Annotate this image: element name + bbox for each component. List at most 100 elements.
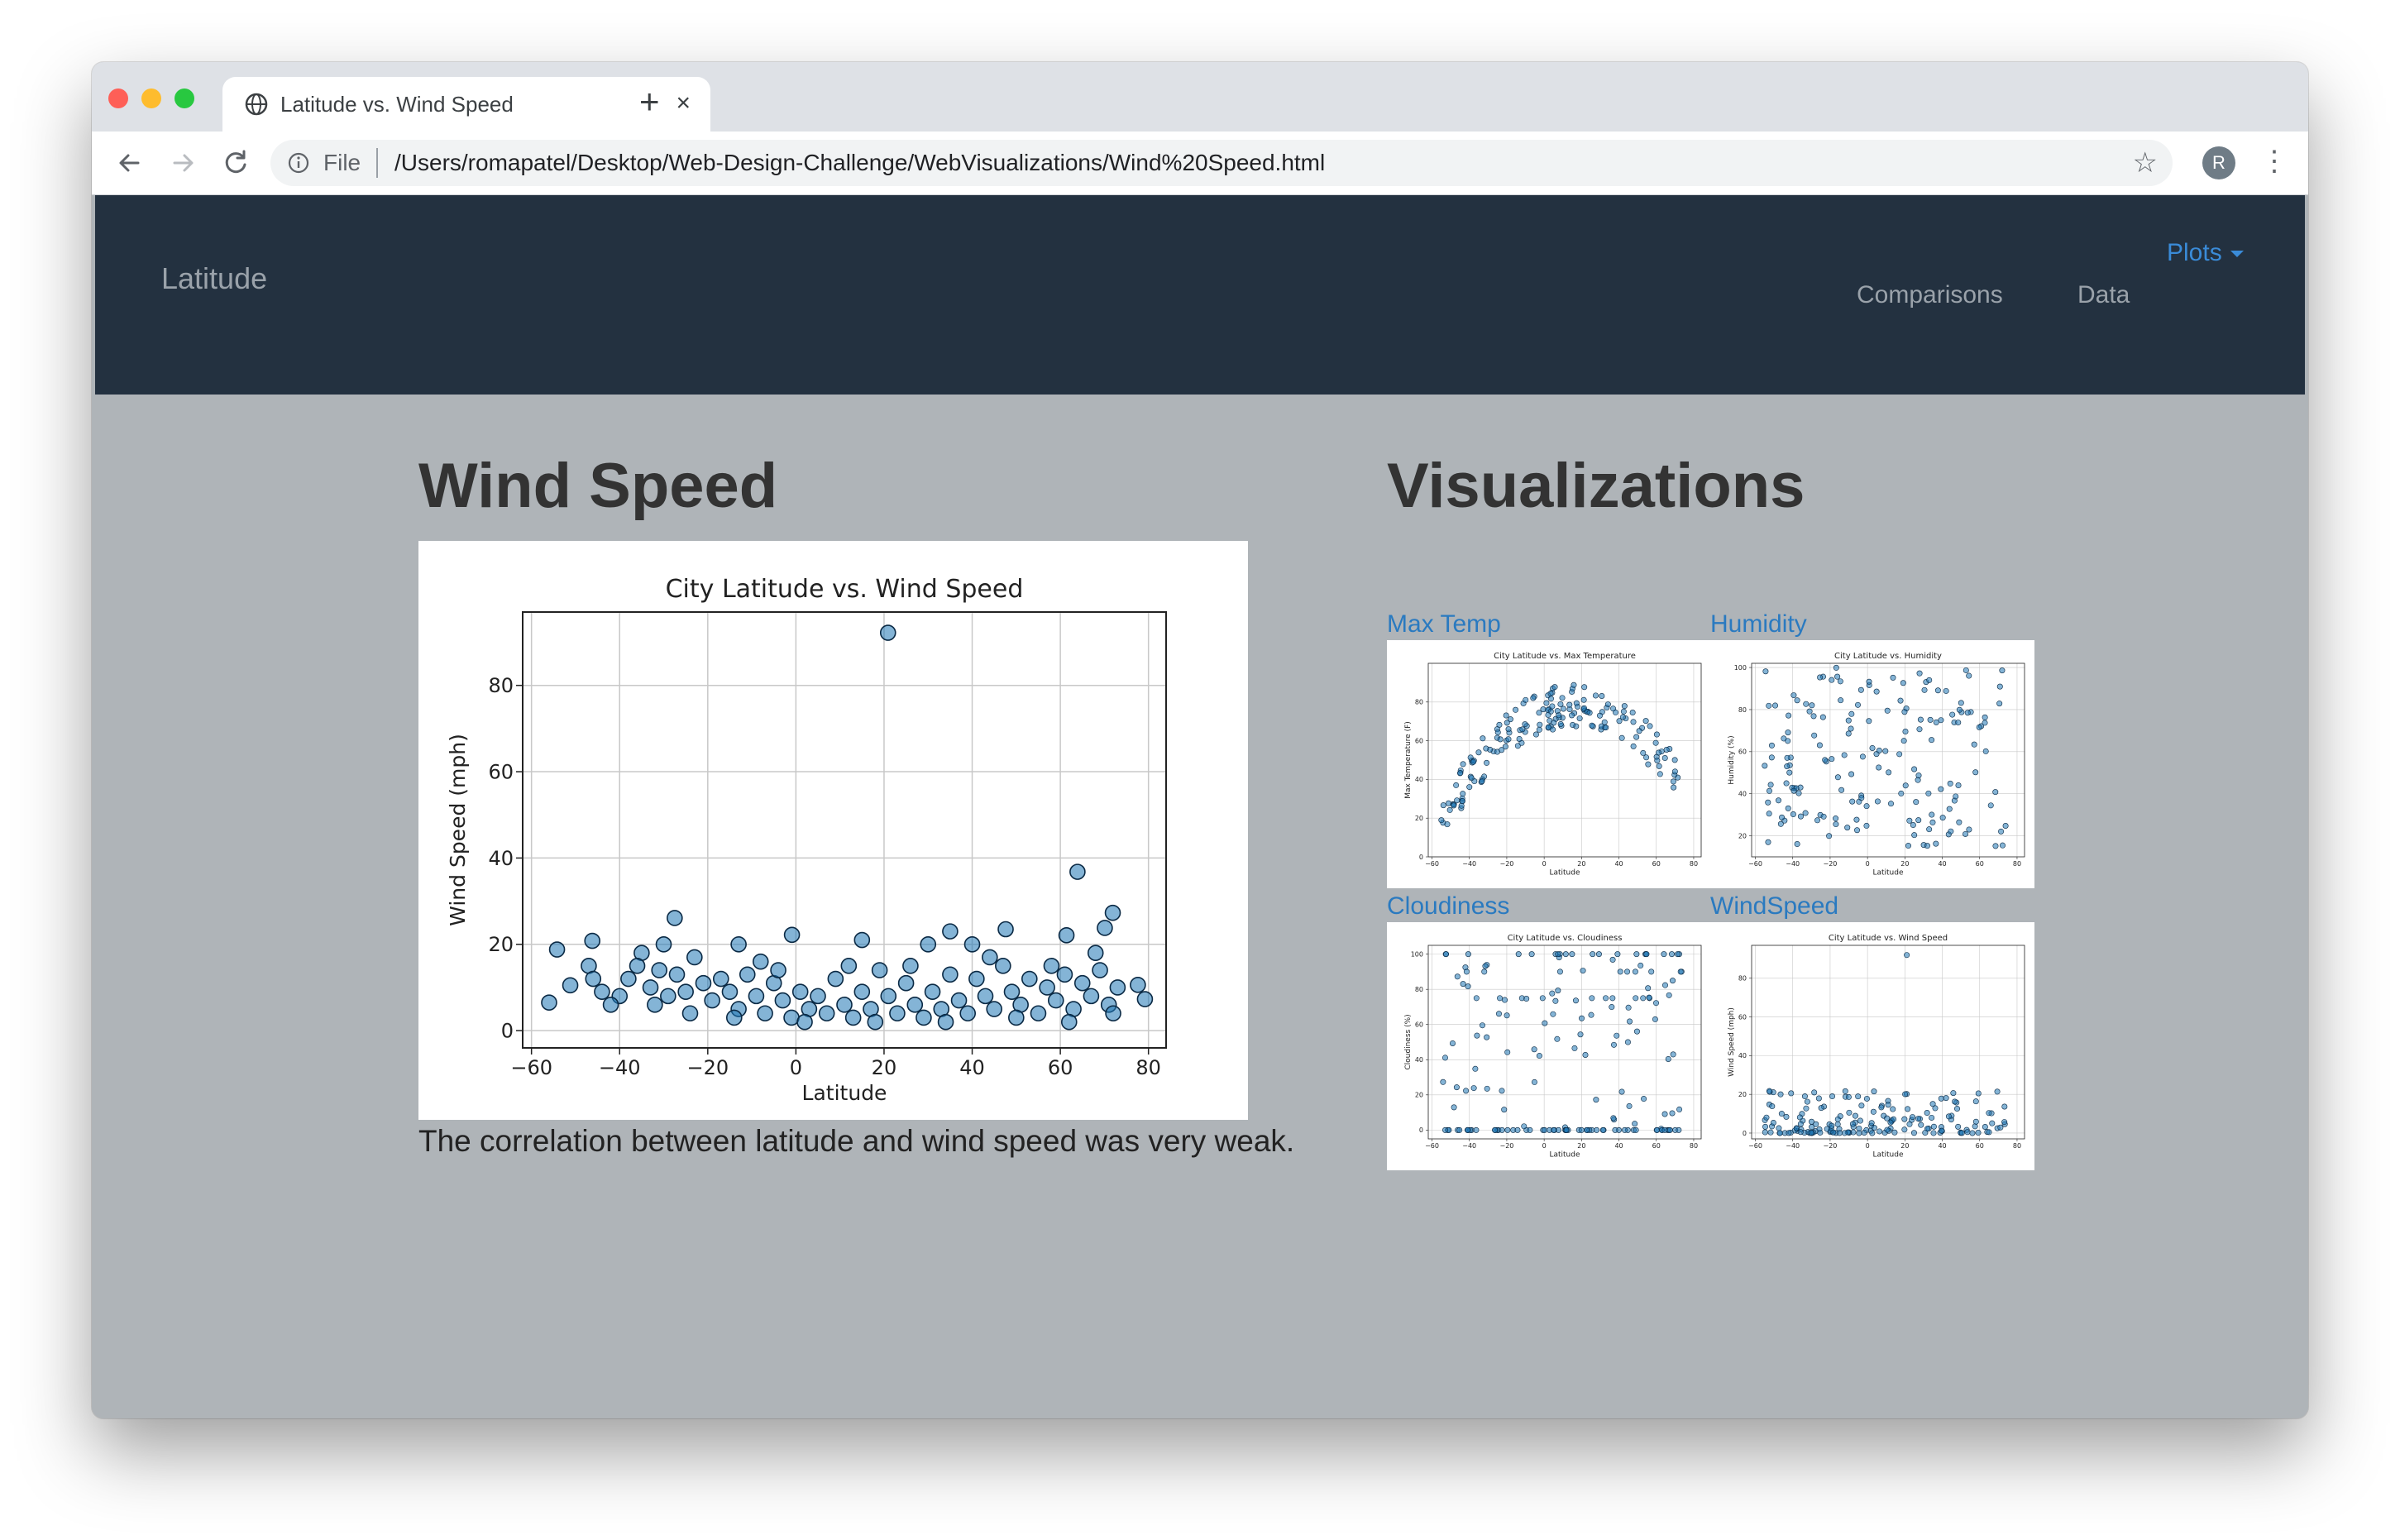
data-point	[1833, 664, 1839, 671]
data-point	[1929, 1114, 1935, 1121]
zoom-window-button[interactable]	[175, 88, 194, 108]
y-tick-label: 0	[501, 1020, 514, 1043]
close-window-button[interactable]	[108, 88, 128, 108]
close-tab-icon[interactable]: ×	[676, 89, 691, 117]
profile-avatar[interactable]: R	[2202, 146, 2235, 179]
data-point	[1863, 1095, 1870, 1102]
data-point	[1870, 1108, 1876, 1115]
address-bar[interactable]: File /Users/romapatel/Desktop/Web-Design…	[270, 140, 2173, 186]
data-point	[1915, 772, 1922, 779]
data-point	[1642, 718, 1649, 725]
chart-title: City Latitude vs. Wind Speed	[666, 575, 1024, 604]
data-point	[1801, 1093, 1808, 1100]
data-point	[1887, 1119, 1894, 1126]
data-point	[1483, 745, 1489, 752]
thumb-link-humidity[interactable]: Humidity	[1710, 610, 1807, 638]
data-point	[1836, 1130, 1843, 1136]
thumb-link-cloudiness[interactable]: Cloudiness	[1387, 892, 1510, 920]
thumb-windspeed[interactable]: −60 −40 −20 0 20 40 60 80 0 20 40 60 80 City Latitude…	[1710, 922, 2034, 1170]
x-tick-label: 0	[1866, 1142, 1870, 1150]
x-tick-label: 80	[2013, 1142, 2021, 1150]
y-tick-label: 40	[488, 847, 514, 870]
data-point	[1766, 811, 1772, 817]
data-point	[1504, 1126, 1511, 1133]
x-tick-label: −40	[1462, 860, 1476, 868]
data-point	[1924, 1110, 1930, 1117]
data-point	[1901, 709, 1908, 715]
data-point	[1819, 714, 1826, 720]
y-tick-label: 20	[488, 933, 514, 956]
data-point	[642, 979, 659, 996]
data-point	[1829, 1093, 1836, 1100]
data-point	[1868, 1120, 1875, 1126]
data-point	[1473, 995, 1480, 1002]
data-point	[924, 983, 941, 1000]
plot-frame	[1751, 945, 2025, 1140]
data-point	[1784, 763, 1790, 770]
active-tab[interactable]: Latitude vs. Wind Speed ×	[222, 77, 710, 132]
new-tab-button[interactable]: +	[639, 82, 660, 121]
x-tick-label: 0	[1542, 1142, 1547, 1150]
data-point	[1976, 724, 1982, 730]
data-point	[1954, 1106, 1961, 1112]
data-point	[1612, 709, 1618, 715]
reload-icon[interactable]	[218, 145, 254, 181]
data-point	[1955, 1123, 1962, 1130]
data-point	[1480, 735, 1486, 742]
data-point	[1916, 726, 1923, 733]
nav-link-comparisons[interactable]: Comparisons	[1857, 281, 2003, 308]
x-tick-label: 60	[1976, 1142, 1984, 1150]
data-point	[920, 935, 937, 953]
x-tick-label: −40	[599, 1056, 641, 1079]
data-point	[1633, 1028, 1640, 1035]
y-tick-label: 20	[1738, 832, 1747, 839]
data-point	[668, 966, 686, 983]
url-text[interactable]: /Users/romapatel/Desktop/Web-Design-Chal…	[394, 150, 1326, 175]
data-point	[1902, 1091, 1909, 1098]
data-point	[1668, 951, 1675, 958]
data-point	[1897, 697, 1904, 704]
x-tick-label: 0	[1866, 860, 1870, 868]
data-point	[1838, 787, 1845, 793]
data-point	[1618, 1088, 1625, 1095]
nav-link-data[interactable]: Data	[2077, 281, 2130, 308]
thumb-cloudiness[interactable]: −60 −40 −20 0 20 40 60 80 0 20 40 60 80 100 City Latit…	[1387, 922, 1711, 1170]
thumb-humidity[interactable]: −60 −40 −20 0 20 40 60 80 20 40 60 80 100 City Latitu…	[1710, 640, 2034, 888]
data-point	[1640, 749, 1647, 756]
data-point	[1497, 995, 1504, 1002]
plots-dropdown[interactable]: Plots	[2167, 238, 2244, 268]
bookmark-star-icon[interactable]: ☆	[2132, 147, 2158, 179]
data-point	[1841, 1130, 1848, 1136]
data-point	[1466, 784, 1473, 791]
data-point	[1846, 1109, 1853, 1116]
data-point	[1849, 1121, 1856, 1127]
data-point	[1603, 995, 1609, 1002]
data-point	[1465, 1126, 1471, 1133]
back-arrow-icon[interactable]	[112, 145, 148, 181]
data-point	[1446, 806, 1453, 813]
thumb-link-max-temp[interactable]: Max Temp	[1387, 610, 1501, 638]
data-point	[1536, 1053, 1542, 1059]
data-point	[1463, 968, 1470, 975]
data-point	[1083, 988, 1100, 1005]
data-point	[1999, 842, 2006, 849]
menu-kebab-icon[interactable]: ⋮	[2260, 146, 2288, 177]
data-point	[1589, 995, 1595, 1002]
data-point	[1092, 962, 1108, 978]
data-point	[1786, 769, 1793, 776]
data-point	[1837, 678, 1843, 685]
minimize-window-button[interactable]	[141, 88, 161, 108]
data-point	[1896, 751, 1903, 758]
data-point	[1982, 1124, 1988, 1131]
y-tick-label: 0	[1419, 854, 1423, 861]
thumb-link-windspeed[interactable]: WindSpeed	[1710, 892, 1839, 920]
data-point	[1479, 1022, 1485, 1029]
data-point	[1913, 799, 1920, 806]
info-icon[interactable]	[287, 151, 310, 175]
data-point	[1768, 754, 1775, 761]
data-point	[1629, 710, 1636, 716]
forward-arrow-icon[interactable]	[165, 145, 201, 181]
navbar-brand[interactable]: Latitude	[161, 261, 268, 295]
thumb-max-temp[interactable]: −60 −40 −20 0 20 40 60 80 0 20 40 60 80 City Latitude…	[1387, 640, 1711, 888]
data-point	[1604, 701, 1611, 708]
